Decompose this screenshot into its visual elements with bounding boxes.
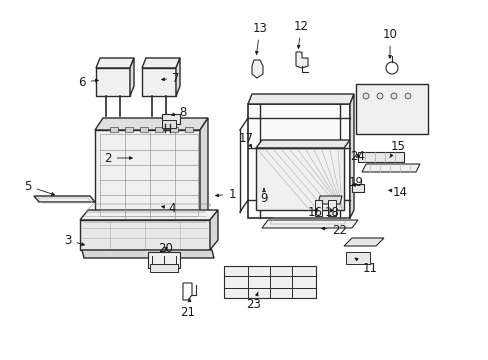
Text: 14: 14 [388, 185, 407, 198]
Text: 1: 1 [215, 188, 235, 201]
Text: 12: 12 [293, 19, 308, 48]
Text: 3: 3 [64, 234, 84, 247]
Circle shape [404, 93, 410, 99]
Polygon shape [82, 250, 214, 258]
Polygon shape [357, 152, 403, 162]
Circle shape [376, 93, 382, 99]
Polygon shape [96, 68, 130, 96]
Text: 8: 8 [171, 105, 186, 118]
Polygon shape [327, 200, 335, 216]
Polygon shape [130, 58, 134, 96]
Text: 11: 11 [354, 258, 377, 274]
Polygon shape [349, 94, 353, 218]
Polygon shape [247, 94, 353, 104]
Bar [355, 84, 427, 134]
Text: 10: 10 [382, 27, 397, 58]
Bar [162, 120, 176, 128]
Polygon shape [262, 220, 357, 228]
Text: 24: 24 [350, 149, 365, 162]
Text: 20: 20 [158, 242, 173, 255]
Text: 13: 13 [252, 22, 267, 54]
Text: 9: 9 [260, 189, 267, 204]
Polygon shape [251, 60, 263, 78]
Text: 15: 15 [389, 140, 405, 158]
Bar [125, 127, 133, 132]
Bar [351, 184, 363, 192]
Bar [140, 127, 148, 132]
Text: 7: 7 [162, 72, 180, 85]
Polygon shape [34, 196, 95, 202]
Polygon shape [80, 210, 218, 220]
Bar [150, 264, 178, 272]
Text: 17: 17 [238, 131, 253, 148]
Text: 22: 22 [321, 224, 347, 237]
Polygon shape [361, 164, 419, 172]
Text: 21: 21 [180, 299, 195, 319]
Text: 2: 2 [104, 152, 132, 165]
Text: 6: 6 [78, 76, 98, 89]
Bar [162, 114, 180, 124]
Text: 5: 5 [24, 180, 54, 195]
Bar [155, 127, 163, 132]
Text: 23: 23 [246, 292, 261, 310]
Polygon shape [224, 266, 315, 298]
Polygon shape [343, 238, 383, 246]
Polygon shape [96, 58, 134, 68]
Polygon shape [346, 252, 369, 264]
Polygon shape [247, 104, 349, 218]
Bar [110, 127, 118, 132]
Circle shape [385, 62, 397, 74]
Bar [170, 127, 178, 132]
Polygon shape [200, 118, 207, 220]
Polygon shape [176, 58, 180, 96]
Polygon shape [317, 196, 341, 204]
Circle shape [362, 93, 368, 99]
Polygon shape [95, 130, 200, 220]
Polygon shape [256, 140, 349, 148]
Text: 18: 18 [324, 206, 339, 219]
Circle shape [390, 93, 396, 99]
Polygon shape [142, 68, 176, 96]
Text: 16: 16 [307, 206, 322, 219]
Polygon shape [95, 118, 207, 130]
Polygon shape [80, 220, 209, 250]
Bar [148, 252, 180, 268]
Bar [184, 127, 193, 132]
Polygon shape [314, 200, 321, 216]
Polygon shape [295, 52, 307, 68]
Polygon shape [142, 58, 180, 68]
Polygon shape [256, 148, 343, 210]
Text: 4: 4 [162, 202, 175, 215]
Text: 19: 19 [348, 176, 363, 189]
Bar [100, 134, 198, 216]
Polygon shape [209, 210, 218, 250]
